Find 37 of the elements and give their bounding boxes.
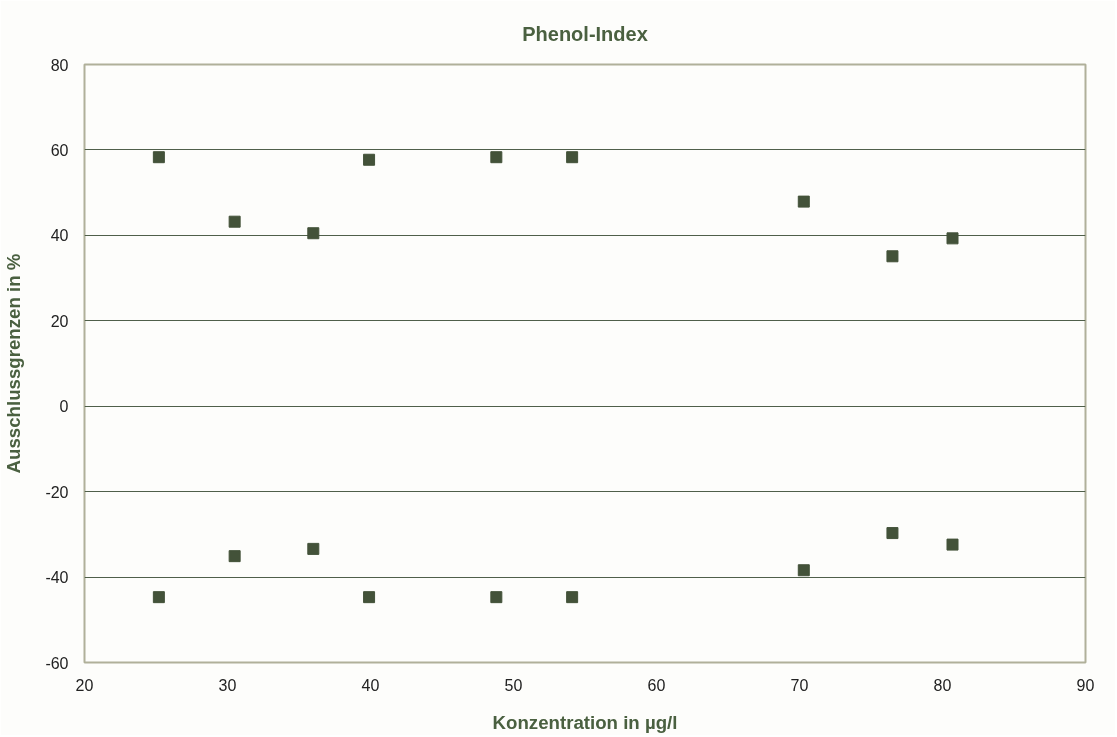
point — [886, 527, 899, 540]
x-tick-label: 80 — [933, 676, 952, 694]
y-tick-label: -60 — [45, 654, 69, 672]
point — [307, 542, 320, 555]
x-tick-label: 70 — [790, 676, 809, 694]
x-axis-title: Konzentration in µg/l — [492, 711, 678, 733]
y-axis-title: Ausschlussgrenzen in % — [3, 253, 25, 474]
y-tick-label: 60 — [50, 141, 69, 159]
point — [228, 215, 241, 228]
point — [797, 564, 810, 577]
x-tick-label: 50 — [504, 676, 523, 694]
y-tick-label: 40 — [50, 227, 69, 245]
chart-title: Phenol-Index — [522, 22, 648, 45]
point — [152, 151, 165, 164]
y-tick-label: 0 — [59, 398, 69, 416]
point — [363, 153, 376, 166]
point — [490, 591, 503, 604]
point — [797, 195, 810, 208]
x-tick-label: 40 — [361, 676, 380, 694]
y-tick-label: 80 — [50, 56, 69, 74]
x-tick-label: 30 — [218, 676, 237, 694]
point — [363, 591, 376, 604]
y-tick-label: 20 — [50, 312, 69, 330]
point — [490, 151, 503, 164]
point — [566, 151, 579, 164]
point — [228, 550, 241, 563]
point — [886, 250, 899, 263]
x-tick-label: 60 — [647, 676, 666, 694]
x-tick-label: 20 — [75, 676, 94, 694]
point — [946, 232, 959, 245]
point — [307, 227, 320, 240]
y-tick-label: -20 — [45, 483, 69, 501]
y-tick-label: -40 — [45, 569, 69, 587]
point — [946, 538, 959, 551]
x-tick-label: 90 — [1076, 676, 1095, 694]
point — [566, 591, 579, 604]
point — [152, 591, 165, 604]
